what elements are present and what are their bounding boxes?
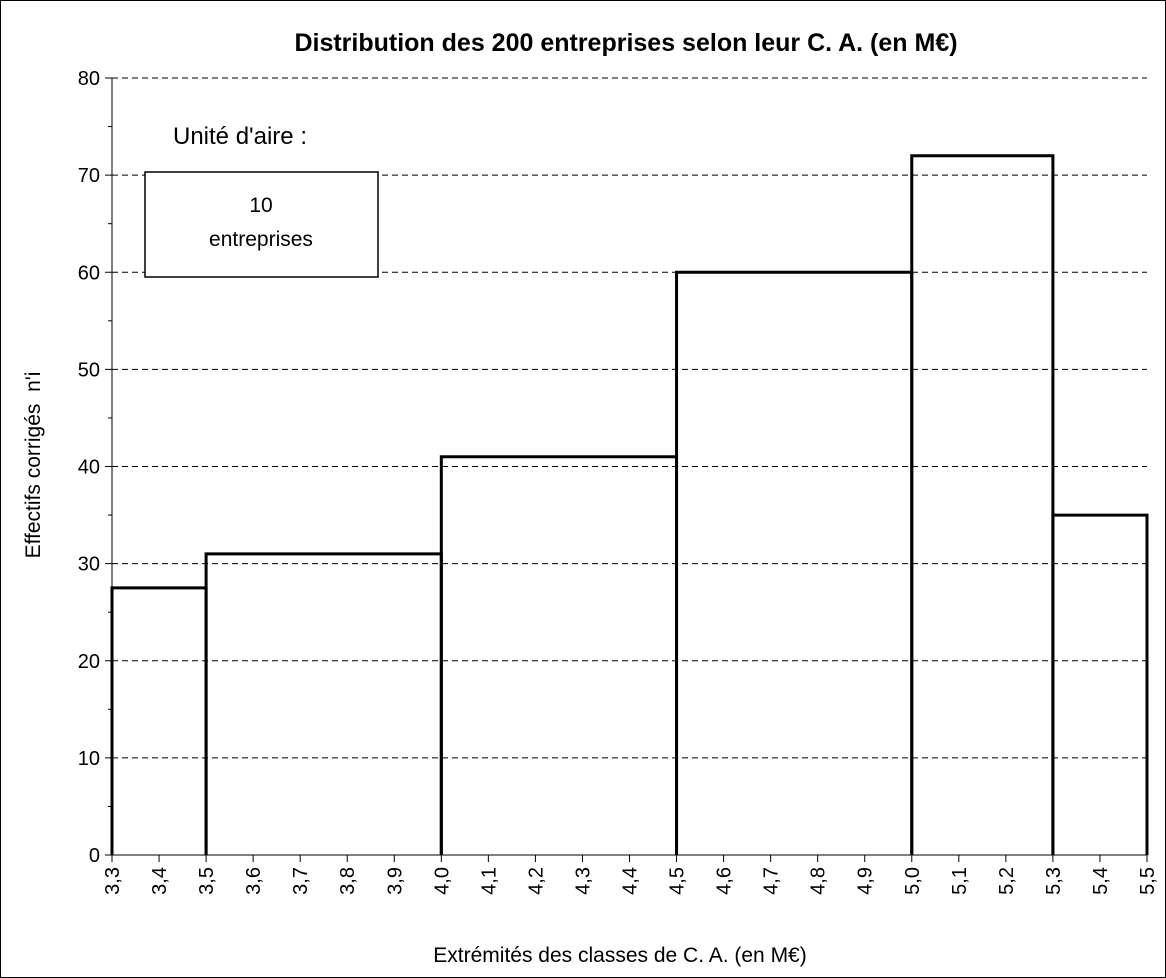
axis-layer bbox=[105, 77, 1148, 862]
y-tick-label: 50 bbox=[78, 359, 100, 381]
y-tick-label: 70 bbox=[78, 165, 100, 187]
chart-title: Distribution des 200 entreprises selon l… bbox=[294, 29, 957, 57]
x-tick-label: 5,3 bbox=[1043, 867, 1065, 895]
y-tick-labels: 0 10 20 30 40 50 60 70 80 bbox=[78, 68, 100, 867]
x-tick-label: 4,0 bbox=[431, 867, 453, 895]
x-tick-label: 3,8 bbox=[337, 867, 359, 895]
x-tick-label: 5,4 bbox=[1090, 867, 1112, 895]
x-tick-label: 3,6 bbox=[243, 867, 265, 895]
area-unit-box bbox=[144, 171, 379, 278]
x-tick-label: 3,5 bbox=[196, 867, 218, 895]
histogram-bar-6 bbox=[1051, 513, 1149, 855]
x-tick-label: 5,0 bbox=[902, 867, 924, 895]
x-tick-label: 4,6 bbox=[714, 867, 736, 895]
y-tick-label: 10 bbox=[78, 748, 100, 770]
x-tick-label: 3,4 bbox=[149, 867, 171, 895]
x-tick-labels: 3,3 3,4 3,5 3,6 3,7 3,8 3,9 4,0 4,1 4,2 4,3 4,4 4,5 4… bbox=[102, 867, 1159, 895]
x-axis-label: Extrémités des classes de C. A. (en M€) bbox=[433, 944, 806, 967]
y-tick-label: 80 bbox=[78, 68, 100, 90]
area-unit-label: Unité d'aire : bbox=[173, 123, 307, 150]
x-tick-label: 3,3 bbox=[102, 867, 124, 895]
histogram-bar-5 bbox=[910, 154, 1055, 855]
x-tick-label: 4,1 bbox=[478, 867, 500, 895]
y-tick-label: 20 bbox=[78, 651, 100, 673]
x-tick-label: 4,3 bbox=[572, 867, 594, 895]
area-unit-unit: entreprises bbox=[209, 228, 313, 251]
y-tick-label: 0 bbox=[89, 845, 100, 867]
x-tick-label: 5,2 bbox=[996, 867, 1018, 895]
y-axis-label: Effectifs corrigés n'i bbox=[22, 372, 45, 559]
y-tick-label: 60 bbox=[78, 262, 100, 284]
x-tick-label: 3,9 bbox=[384, 867, 406, 895]
x-tick-label: 4,9 bbox=[855, 867, 877, 895]
x-tick-label: 3,7 bbox=[290, 867, 312, 895]
x-tick-label: 5,5 bbox=[1137, 867, 1159, 895]
x-tick-label: 4,5 bbox=[667, 867, 689, 895]
x-tick-label: 4,8 bbox=[808, 867, 830, 895]
x-tick-label: 4,4 bbox=[620, 867, 642, 895]
x-tick-label: 4,2 bbox=[525, 867, 547, 895]
area-unit-value: 10 bbox=[249, 194, 272, 217]
x-tick-label: 5,1 bbox=[949, 867, 971, 895]
x-tick-label: 4,7 bbox=[761, 867, 783, 895]
area-unit-legend: Unité d'aire : 10 entreprises bbox=[144, 123, 379, 278]
y-tick-label: 30 bbox=[78, 554, 100, 576]
y-tick-label: 40 bbox=[78, 457, 100, 479]
